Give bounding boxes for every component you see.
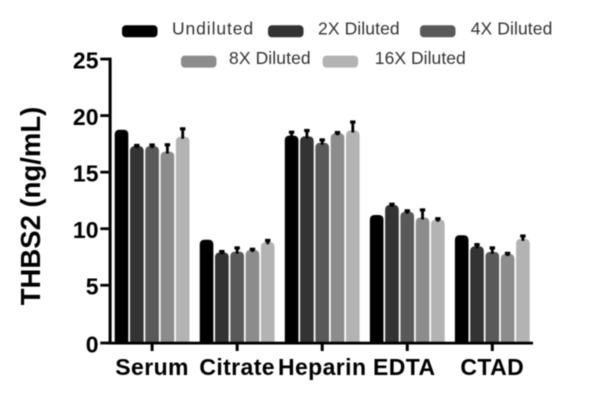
svg-text:Undiluted: Undiluted xyxy=(172,19,254,39)
svg-text:2X Diluted: 2X Diluted xyxy=(318,19,400,39)
svg-text:8X Diluted: 8X Diluted xyxy=(229,48,311,68)
svg-text:Serum: Serum xyxy=(115,354,189,380)
svg-text:4X Diluted: 4X Diluted xyxy=(471,19,553,39)
svg-text:THBS2 (ng/mL): THBS2 (ng/mL) xyxy=(15,107,46,306)
svg-text:Citrate: Citrate xyxy=(199,354,275,380)
svg-text:10: 10 xyxy=(73,217,99,243)
svg-text:5: 5 xyxy=(86,274,99,300)
svg-text:25: 25 xyxy=(73,47,99,73)
svg-text:Heparin: Heparin xyxy=(278,354,366,380)
svg-text:EDTA: EDTA xyxy=(373,354,436,380)
svg-text:20: 20 xyxy=(73,104,99,130)
svg-text:16X Diluted: 16X Diluted xyxy=(375,48,466,68)
svg-text:CTAD: CTAD xyxy=(460,354,524,380)
svg-text:15: 15 xyxy=(73,160,99,186)
svg-text:0: 0 xyxy=(86,331,99,357)
